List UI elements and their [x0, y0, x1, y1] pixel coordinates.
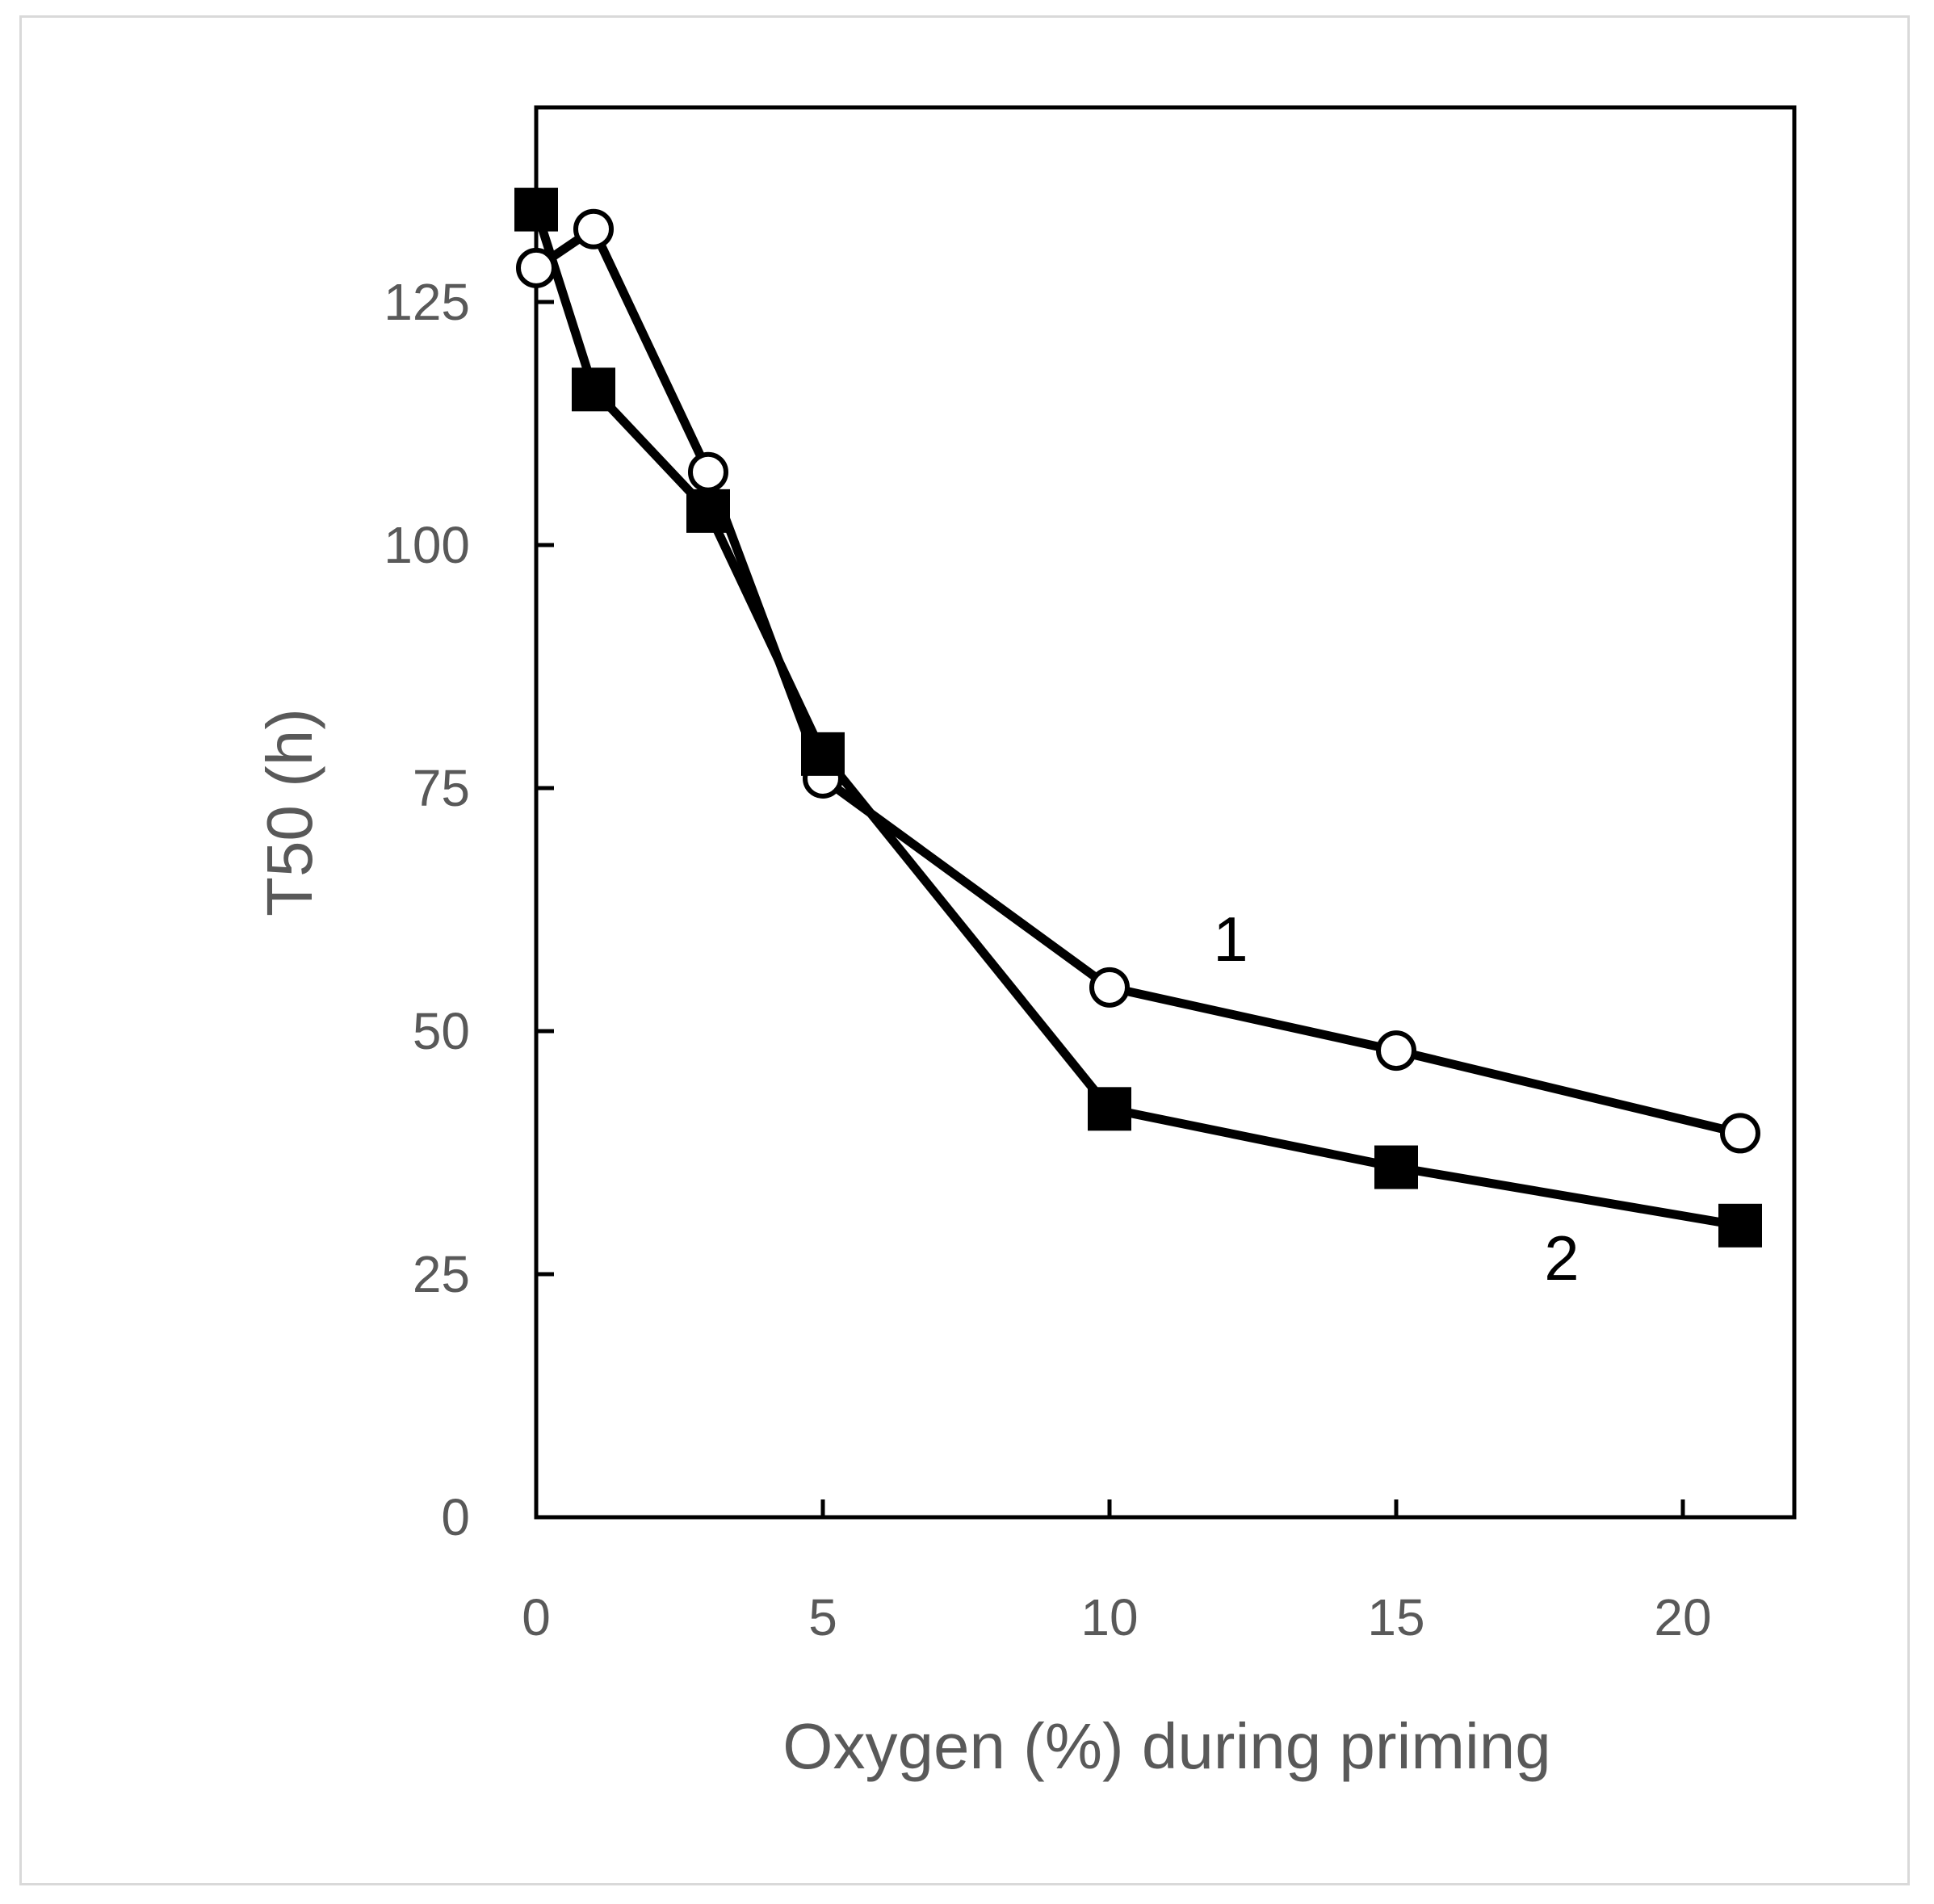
y-tick-label: 75: [413, 759, 470, 817]
y-tick-label: 0: [441, 1488, 470, 1546]
series-2-point: [801, 732, 845, 776]
series-2-point: [1718, 1203, 1762, 1248]
x-tick-label: 5: [808, 1588, 837, 1646]
series-1-point: [1376, 1030, 1416, 1072]
series-1-point: [573, 208, 614, 250]
series-2-point: [572, 367, 615, 412]
x-tick-label: 15: [1367, 1588, 1424, 1646]
x-tick-label: 20: [1654, 1588, 1711, 1646]
series-2-point: [1088, 1087, 1131, 1131]
series-1-label: 1: [1213, 904, 1248, 975]
series-markers: [514, 187, 1762, 1248]
x-axis-ticks: 0 5 10 15 20: [522, 1499, 1712, 1646]
y-tick-label: 50: [413, 1002, 470, 1060]
series-1-point: [1089, 967, 1130, 1008]
x-axis-title: Oxygen (%) during priming: [782, 1710, 1550, 1782]
series-2-point: [1374, 1145, 1418, 1189]
chart-frame: [19, 15, 1910, 1885]
series-2-point: [686, 489, 730, 533]
series-1-point: [516, 247, 556, 288]
y-tick-label: 125: [384, 273, 470, 331]
series-2-line: [531, 205, 1745, 1231]
series-2-label: 2: [1544, 1223, 1579, 1294]
y-tick-label: 25: [413, 1245, 470, 1303]
y-axis-ticks: 0 25 50 75 100 125: [384, 273, 554, 1546]
series-1-line: [531, 224, 1745, 1138]
y-axis-title: T50 (h): [254, 708, 325, 916]
series-2-point: [514, 187, 558, 232]
plot-area: [534, 105, 1797, 1520]
series-lines: [531, 205, 1745, 1231]
x-tick-label: 0: [522, 1588, 551, 1646]
x-tick-label: 10: [1080, 1588, 1138, 1646]
series-1-point: [1720, 1113, 1760, 1154]
series-1-point: [688, 451, 728, 493]
y-tick-label: 100: [384, 516, 470, 574]
